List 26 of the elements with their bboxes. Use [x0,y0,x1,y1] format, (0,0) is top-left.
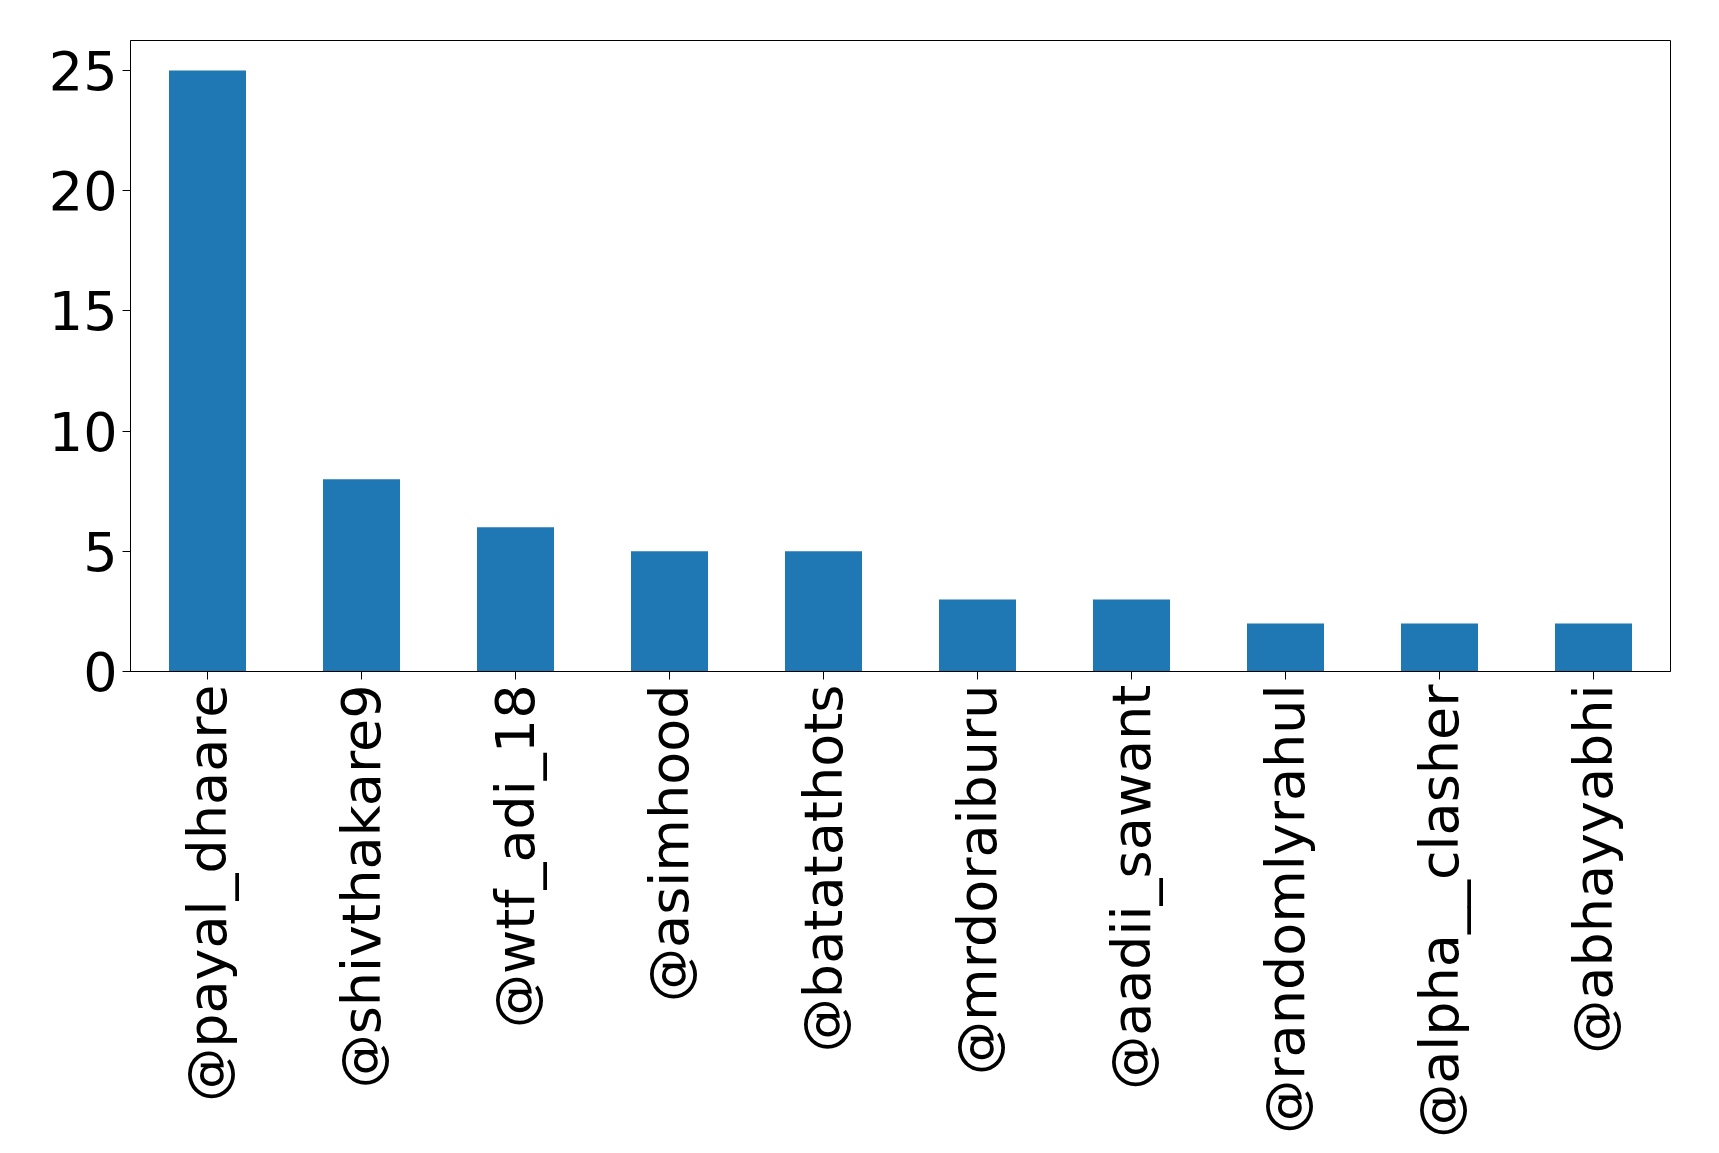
bar [323,479,400,672]
bar [1093,599,1170,672]
bar [477,527,554,672]
x-tick-label: @batatathots [792,684,855,1053]
x-tick-label: @mrdoraiburu [946,684,1009,1075]
bar [631,551,708,672]
x-tick-label: @randomlyrahul [1254,684,1317,1134]
y-tick-label: 15 [48,280,118,344]
bar [1555,623,1632,672]
x-tick-label: @aadii_sawant [1100,684,1163,1090]
y-tick-label: 0 [83,641,118,704]
x-tick-label: @payal_dhaare [176,684,239,1102]
bar [169,70,246,672]
x-tick-label: @wtf_adi_18 [484,684,547,1028]
y-tick-label: 25 [48,40,118,104]
x-tick-label: @shivthakare9 [330,684,393,1089]
y-tick-label: 20 [48,160,118,224]
x-tick-label: @asimhood [638,684,701,1002]
bar [1401,623,1478,672]
bar [785,551,862,672]
y-tick-label: 5 [83,520,118,584]
x-tick-label: @abhayyabhi [1562,684,1625,1054]
bar [1247,623,1324,672]
y-tick-label: 10 [48,400,118,464]
bar [939,599,1016,672]
x-tick-label: @alpha__clasher [1408,683,1471,1138]
